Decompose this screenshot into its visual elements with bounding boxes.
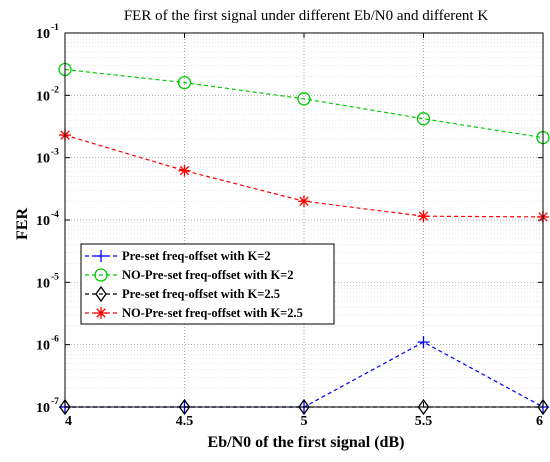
circle-marker xyxy=(94,268,108,282)
y-tick-exponent: -6 xyxy=(51,335,59,345)
x-axis-label: Eb/N0 of the first signal (dB) xyxy=(208,434,405,451)
circle-marker xyxy=(177,75,192,90)
y-tick-exponent: -7 xyxy=(51,397,59,407)
legend-entry: Pre-set freq-offset with K=2.5 xyxy=(85,285,280,303)
y-axis-label: FER xyxy=(14,208,31,240)
y-tick-label: 10 xyxy=(36,339,50,354)
y-tick-label: 10 xyxy=(36,276,50,291)
asterisk-marker xyxy=(298,195,310,208)
legend-label: Pre-set freq-offset with K=2.5 xyxy=(122,287,280,301)
y-tick-exponent: -2 xyxy=(51,85,59,95)
y-tick-label: 10 xyxy=(36,401,50,416)
axis-ticks: 10 -710 -610 -510 -410 -310 -210 -14 4.5 5 5.5 6 xyxy=(36,23,544,429)
x-tick-label: 4 xyxy=(65,414,72,429)
diamond-marker xyxy=(298,398,310,416)
diamond-marker xyxy=(537,398,549,416)
plot-frame xyxy=(64,32,544,408)
circle-marker xyxy=(297,92,311,106)
legend-box xyxy=(80,243,335,325)
x-tick-label: 6 xyxy=(536,414,543,429)
circle-marker xyxy=(416,112,431,126)
asterisk-marker xyxy=(95,307,107,319)
y-tick-label: 10 xyxy=(36,27,50,42)
y-tick-exponent: -3 xyxy=(51,148,59,158)
y-tick-exponent: -5 xyxy=(51,272,59,282)
legend-entry: NO-Pre-set freq-offset with K=2.5 xyxy=(85,306,303,320)
diamond-marker xyxy=(95,285,107,303)
plus-marker xyxy=(417,336,430,349)
x-tick-label: 4.5 xyxy=(176,414,194,429)
legend-entry: Pre-set freq-offset with K=2 xyxy=(85,249,271,263)
legend: Pre-set freq-offset with K=2 NO-Pre-set f… xyxy=(80,243,335,325)
plus-marker xyxy=(95,250,107,262)
legend-label: NO-Pre-set freq-offset with K=2.5 xyxy=(122,306,303,320)
chart-title: FER of the first signal under different … xyxy=(124,8,489,24)
y-tick-exponent: -1 xyxy=(51,23,59,33)
y-tick-label: 10 xyxy=(36,214,50,229)
legend-entry: NO-Pre-set freq-offset with K=2 xyxy=(85,268,294,282)
y-tick-exponent: -4 xyxy=(51,210,59,220)
legend-label: NO-Pre-set freq-offset with K=2 xyxy=(122,268,294,282)
asterisk-marker xyxy=(417,210,430,223)
y-tick-label: 10 xyxy=(36,89,50,104)
diamond-marker xyxy=(178,398,191,416)
legend-label: Pre-set freq-offset with K=2 xyxy=(122,249,271,263)
series-line xyxy=(64,68,544,139)
diamond-marker xyxy=(417,398,430,416)
diamond-marker xyxy=(59,398,71,416)
y-tick-label: 10 xyxy=(36,152,50,167)
x-tick-label: 5.5 xyxy=(415,414,433,429)
x-tick-label: 5 xyxy=(301,414,308,429)
asterisk-marker xyxy=(178,164,191,177)
